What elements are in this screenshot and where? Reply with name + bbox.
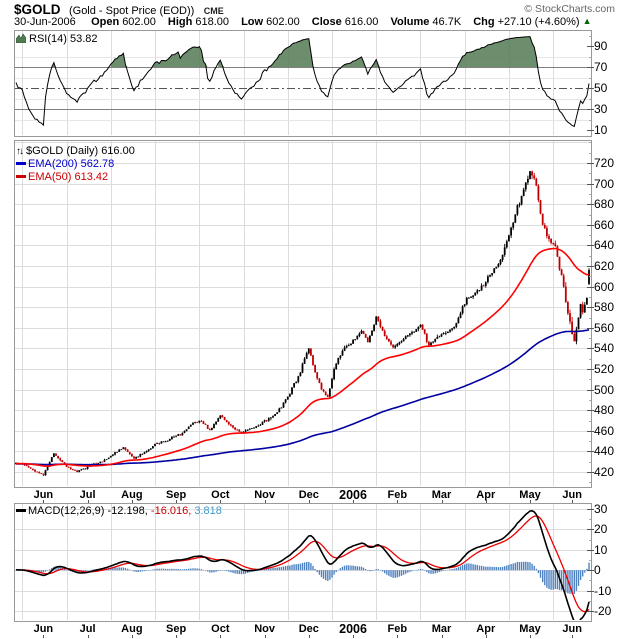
quote-change: Chg +27.10 (+4.60%) ▲ (473, 16, 592, 28)
change-up-arrow-icon: ▲ (582, 16, 592, 26)
quote-close: Close 616.00 (311, 16, 379, 28)
copyright: © StockCharts.com (524, 3, 615, 15)
ticker-description: (Gold - Spot Price (EOD)) (68, 5, 195, 17)
quote-volume: Volume 46.7K (390, 16, 462, 28)
exchange-label: CME (203, 6, 224, 16)
quote-line: 30-Jun-2006 Open 602.00 High 618.00 Low 602… (14, 16, 612, 29)
quote-high: High 618.00 (167, 16, 230, 28)
quote-open: Open 602.00 (91, 16, 156, 28)
quote-date: 30-Jun-2006 (14, 16, 76, 28)
ticker-symbol: $GOLD (14, 2, 61, 17)
quote-low: Low 602.00 (241, 16, 300, 28)
chart-header: $GOLD (Gold - Spot Price (EOD)) CME © St… (14, 1, 615, 17)
